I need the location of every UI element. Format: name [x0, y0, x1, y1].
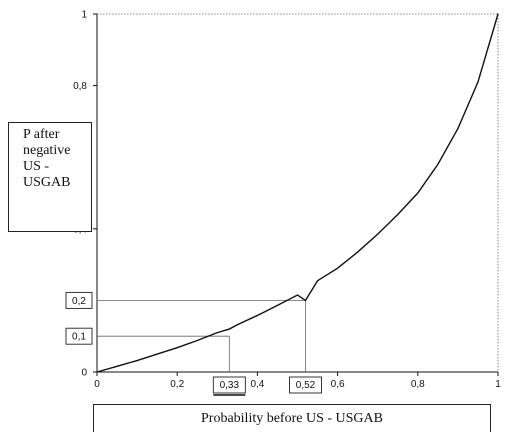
- annotation-x-label: 0,52: [289, 376, 322, 394]
- data-point: [316, 280, 319, 282]
- x-tick-label: 1: [495, 379, 501, 390]
- x-tick-label: 0,6: [331, 379, 345, 390]
- annotation-x-label: 0,33: [212, 376, 246, 396]
- annotation-x-label-text: 0,33: [220, 380, 240, 391]
- data-point: [176, 347, 178, 349]
- annotations: 0,1 0,33 0,2 0,52: [65, 291, 322, 396]
- annotation-y-label-box: [65, 291, 93, 309]
- annotation-y-label: 0,1: [65, 327, 93, 345]
- data-point: [357, 251, 359, 253]
- data-point: [397, 213, 399, 216]
- annotation-x-label-box: [289, 376, 322, 394]
- x-axis-label: Probability before US - USGAB: [93, 404, 491, 432]
- data-point: [276, 304, 279, 307]
- series-line-0: [96, 13, 499, 373]
- data-point: [136, 359, 138, 362]
- data-point: [377, 233, 379, 235]
- data-point: [216, 332, 218, 334]
- data-point: [296, 294, 299, 296]
- annotation-y-label-box: [65, 327, 93, 345]
- annotation-y-label-text: 0,1: [72, 332, 86, 343]
- data-point: [196, 339, 198, 342]
- y-axis-label: P after negative US - USGAB: [8, 122, 92, 232]
- y-tick-label: 0,8: [73, 81, 87, 92]
- data-point: [417, 192, 419, 194]
- y-tick-label: 0: [81, 368, 87, 379]
- data-point: [304, 299, 307, 301]
- x-tick-label: 0,2: [170, 379, 184, 390]
- x-tick-label: 0,4: [250, 379, 264, 390]
- x-ticks: 0 0,2 0,4 0,6 0,8 1: [94, 372, 501, 390]
- annotation-y-label-text: 0,2: [72, 296, 86, 307]
- x-tick-label: 0,8: [411, 379, 425, 390]
- annotation-y-label: 0,2: [65, 291, 93, 309]
- plot-area: [96, 13, 499, 373]
- data-point: [437, 163, 439, 165]
- data-point: [236, 324, 238, 326]
- data-point: [477, 81, 479, 83]
- y-tick-label: 1: [81, 10, 87, 21]
- annotation-x-label-text: 0,52: [296, 380, 316, 391]
- series-group: [96, 13, 499, 373]
- data-point: [116, 365, 118, 367]
- data-point: [337, 267, 339, 269]
- data-point: [497, 13, 499, 15]
- x-tick-label: 0: [94, 379, 100, 390]
- data-point: [156, 353, 158, 355]
- reference-lines: [97, 299, 306, 372]
- data-point: [457, 127, 459, 130]
- data-point: [256, 314, 258, 317]
- data-point: [228, 328, 230, 330]
- annotation-x-label-box: [212, 376, 246, 394]
